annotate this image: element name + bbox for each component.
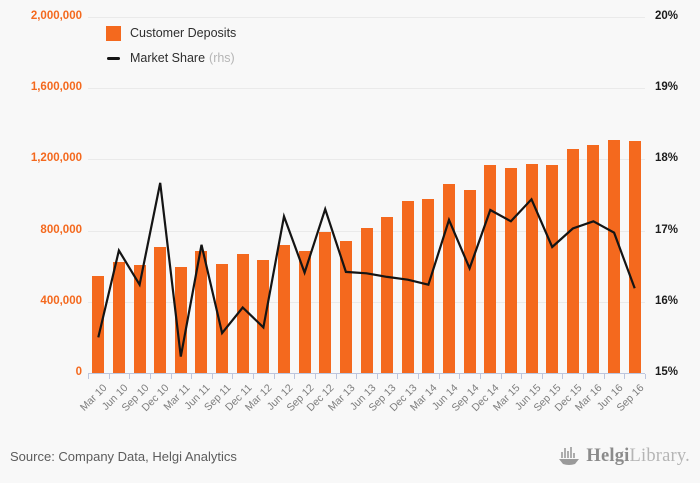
axis-tick [562,374,564,379]
axis-tick [418,374,420,379]
y-axis-label-left: 1,600,000 [30,81,82,94]
legend-bar-swatch-icon [106,25,121,41]
bar-jun-12 [277,244,290,373]
logo-text-helgi: Helgi [586,445,630,466]
bar-sep-12 [298,251,311,373]
bar-mar-10 [92,275,105,373]
bar-sep-11 [216,264,229,373]
legend: Customer Deposits Market Share (rhs) [106,25,236,75]
axis-tick [211,374,213,379]
legend-item-market-share: Market Share (rhs) [106,50,236,66]
y-axis-label-right: 15% [655,366,679,378]
bar-jun-13 [360,228,373,373]
axis-tick [356,374,358,379]
bar-jun-11 [195,250,208,373]
axis-tick [500,374,502,379]
bar-mar-12 [257,259,270,373]
axis-tick [294,374,296,379]
axis-tick [129,374,131,379]
axis-tick [170,374,172,379]
bar-mar-13 [339,241,352,373]
plot-area: Customer Deposits Market Share (rhs) 0 15… [31,10,678,414]
bar-mar-16 [587,144,600,373]
axis-tick [624,374,626,379]
legend-label-market-share: Market Share [130,51,206,65]
gridline [88,159,645,161]
bar-sep-13 [381,216,394,373]
axis-tick [88,374,89,379]
axis-tick [541,374,543,379]
y-axis-label-left: 0 [75,366,82,378]
legend-label-customer-deposits: Customer Deposits [130,26,237,40]
axis-tick [108,374,110,379]
axis-tick [273,374,275,379]
bar-sep-10 [133,265,146,373]
gridline [88,17,645,18]
axis-tick [583,374,585,379]
y-axis-label-left: 2,000,000 [30,10,82,22]
axis-tick [438,374,440,379]
legend-line-swatch-icon [107,56,120,60]
y-axis-label-left: 800,000 [40,223,82,236]
axis-tick [191,374,193,379]
axis-tick [397,374,399,379]
axis-tick [335,374,337,379]
y-axis-label-right: 18% [655,152,679,165]
axis-tick [603,374,605,379]
source-note: Source: Company Data, Helgi Analytics [10,449,237,464]
x-axis-line [88,373,645,374]
axis-tick [521,374,523,379]
bar-mar-14 [422,199,435,373]
axis-tick [376,374,378,379]
bar-jun-15 [525,163,538,373]
bar-dec-13 [401,200,414,373]
axis-tick [645,374,646,379]
bar-dec-11 [236,254,249,373]
bar-jun-16 [608,139,621,373]
bar-sep-15 [546,165,559,373]
axis-tick [459,374,461,379]
axis-tick [314,374,316,379]
bar-dec-12 [319,232,332,373]
bar-dec-15 [566,149,579,373]
y-axis-label-right: 16% [655,294,679,307]
bar-jun-10 [112,262,125,373]
logo-text-library: Library. [629,445,690,466]
bar-sep-14 [463,190,476,373]
market-share-line [97,182,636,357]
y-axis-label-right: 17% [655,223,679,236]
bar-dec-10 [154,246,167,373]
axis-tick [232,374,234,379]
y-axis-label-right: 20% [655,10,679,22]
legend-item-customer-deposits: Customer Deposits [106,25,236,41]
y-axis-label-left: 1,200,000 [30,152,82,165]
gridline [88,88,645,90]
bar-sep-16 [628,141,641,373]
legend-label-rhs: (rhs) [209,51,235,65]
axis-tick [479,374,481,379]
axis-tick [149,374,151,379]
bar-mar-11 [174,266,187,373]
ship-bar-chart-icon [559,447,580,465]
helgi-library-logo: HelgiLibrary. [558,444,690,468]
y-axis-label-right: 19% [655,81,679,94]
axis-tick [253,374,255,379]
y-axis-label-left: 400,000 [40,294,82,307]
